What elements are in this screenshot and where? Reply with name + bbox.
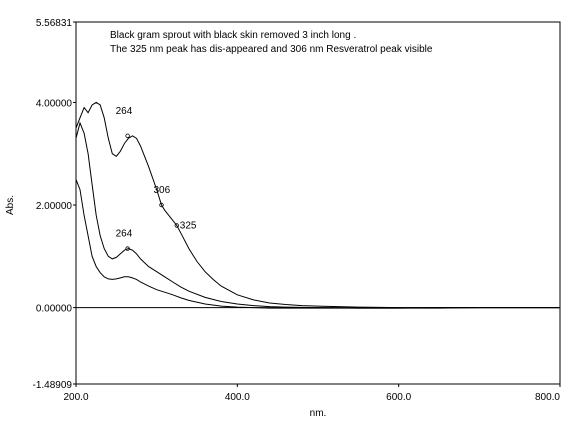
y-tick-label: 2.00000 xyxy=(36,201,73,212)
annotation-marker xyxy=(159,202,164,208)
y-axis-label: Abs. xyxy=(5,195,16,215)
annotation-label: 306 xyxy=(154,185,171,196)
plot-frame xyxy=(75,21,561,385)
series-group xyxy=(75,101,560,309)
annotation-marker xyxy=(125,133,130,138)
x-tick-label: 800.0 xyxy=(535,392,560,403)
y-tick-label: -1.48909 xyxy=(33,380,73,391)
annotation-marker xyxy=(174,223,179,228)
annotation-marker xyxy=(125,246,130,251)
annotation-markers xyxy=(125,133,179,251)
annotation-labels: 264 306 325 264 xyxy=(116,106,197,240)
y-tick-label: 5.56831 xyxy=(36,18,73,29)
annotation-label: 264 xyxy=(116,229,133,240)
chart-note-line-1: Black gram sprout with black skin remove… xyxy=(110,30,356,41)
x-tick-label: 400.0 xyxy=(225,392,250,403)
x-tick-label: 200.0 xyxy=(63,392,88,403)
y-tick-label: 4.00000 xyxy=(36,98,73,109)
x-tick-labels: 200.0 400.0 600.0 800.0 xyxy=(63,384,561,403)
y-tick-labels: 5.56831 4.00000 2.00000 0.00000 -1.48909 xyxy=(33,18,76,391)
chart-note-line-2: The 325 nm peak has dis-appeared and 306… xyxy=(110,44,433,55)
x-tick-label: 600.0 xyxy=(386,392,411,403)
series-line-1 xyxy=(75,101,560,309)
y-tick-label: 0.00000 xyxy=(36,304,73,315)
annotation-label: 325 xyxy=(180,221,197,232)
x-axis-label: nm. xyxy=(310,408,327,419)
annotation-label: 264 xyxy=(116,106,133,117)
series-line-3 xyxy=(75,179,560,309)
